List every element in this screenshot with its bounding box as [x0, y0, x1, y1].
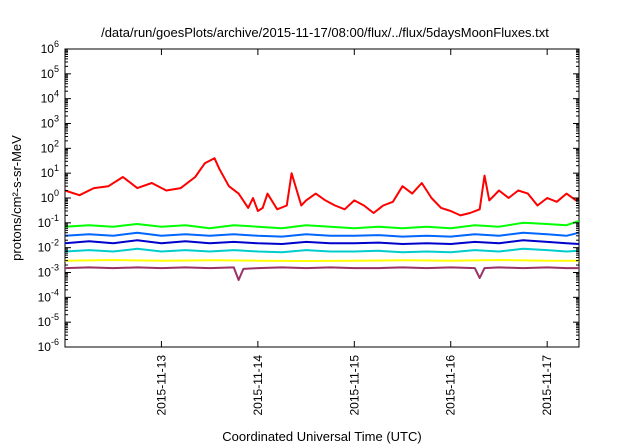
series-line-2 [64, 231, 580, 238]
y-axis-label: protons/cm²-s-sr-MeV [9, 135, 24, 261]
series-line-6 [64, 266, 579, 281]
y-tick-label: 104 [41, 89, 59, 106]
y-tick-label: 100 [41, 188, 59, 205]
y-tick-label: 10-5 [38, 312, 59, 329]
y-tick-label: 103 [41, 114, 59, 131]
y-tick-label: 10-3 [38, 263, 59, 280]
y-tick-label: 105 [41, 64, 59, 81]
y-tick-label: 10-2 [38, 238, 59, 255]
chart-title: /data/run/goesPlots/archive/2015-11-17/0… [101, 25, 549, 40]
y-tick-label: 101 [41, 163, 59, 180]
x-tick-label: 2015-11-13 [154, 355, 168, 416]
series-line-5 [64, 259, 579, 262]
series-line-0 [64, 157, 580, 217]
series-line-3 [64, 239, 580, 245]
x-tick-label: 2015-11-16 [444, 355, 458, 416]
x-tick-label: 2015-11-17 [540, 355, 554, 416]
series-line-4 [64, 247, 580, 254]
y-tick-label: 106 [41, 39, 59, 56]
series-line-1 [64, 219, 580, 230]
y-tick-label: 102 [41, 138, 59, 155]
x-tick-label: 2015-11-15 [347, 355, 361, 416]
y-tick-label: 10-6 [38, 337, 59, 354]
x-axis: 2015-11-13 2015-11-14 2015-11-15 2015-11-16… [154, 49, 554, 416]
series-layer [64, 157, 580, 281]
x-axis-label: Coordinated Universal Time (UTC) [222, 429, 421, 444]
y-tick-label: 10-4 [38, 287, 59, 304]
y-axis: 106 105 104 103 102 101 100 10-1 10-2 10-3 10-4 10-… [38, 39, 579, 354]
x-tick-label: 2015-11-14 [251, 355, 265, 416]
y-tick-label: 10-1 [38, 213, 59, 230]
